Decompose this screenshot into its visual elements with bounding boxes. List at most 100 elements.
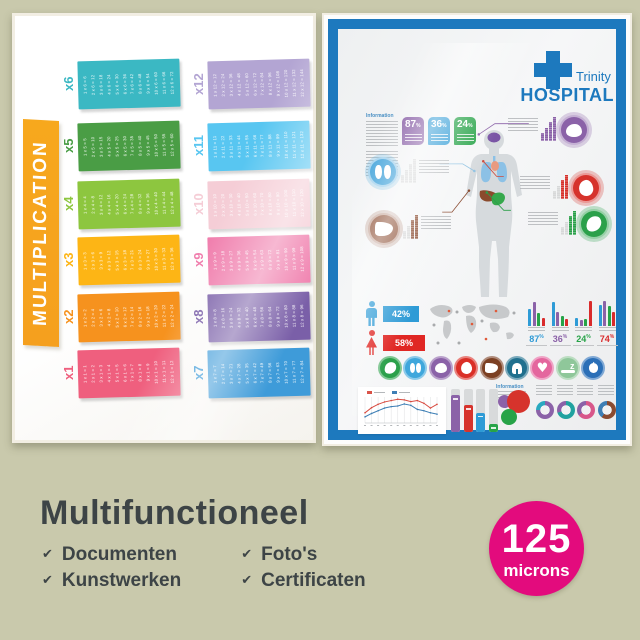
mult-entry: 5 x 7 = 35 (244, 363, 250, 384)
mult-entry: 3 x 3 = 9 (98, 251, 104, 270)
mult-entry: 8 x 5 = 40 (138, 135, 144, 156)
mult-entry: 2 x 10 = 20 (220, 193, 226, 217)
mult-entry: 2 x 6 = 12 (90, 74, 96, 96)
pixel-bar-chart (553, 175, 568, 199)
mult-entry: 9 x 5 = 45 (146, 135, 152, 156)
mult-entry: 6 x 1 = 6 (122, 364, 128, 383)
feature-list: ✔ Documenten ✔ Kunstwerken ✔ Foto's ✔ Certifica… (42, 543, 366, 592)
mult-entry: 3 x 2 = 6 (98, 308, 104, 327)
thickness-value: 125 (501, 516, 572, 561)
mult-entry: 10 x 1 = 10 (154, 360, 160, 384)
organ-circle-heart (571, 173, 601, 203)
thickness-unit: microns (503, 560, 570, 580)
mult-entry: 3 x 6 = 18 (98, 74, 104, 96)
mult-entry: 6 x 2 = 12 (122, 306, 128, 328)
placeholder-text-lines (419, 160, 449, 173)
mult-entry: 3 x 5 = 15 (98, 136, 104, 158)
placeholder-text-lines (421, 216, 451, 229)
heart-organ-icon (577, 178, 595, 198)
mult-entry: 2 x 3 = 6 (91, 252, 96, 270)
hospital-poster-content: Trinity HOSPITAL Information 87% 36% 24% (352, 43, 618, 434)
mult-entry: 10 x 7 = 70 (284, 360, 290, 384)
mult-entry: 7 x 9 = 63 (260, 249, 266, 271)
mult-entry: 8 x 2 = 16 (138, 306, 144, 327)
organ-circle-brain (559, 115, 589, 145)
mult-entry: 11 x 7 = 77 (292, 360, 298, 384)
mult-entry: 12 x 10 = 120 (300, 188, 306, 217)
mult-entry: 11 x 12 = 132 (292, 69, 298, 97)
mult-entry: 7 x 3 = 21 (130, 249, 136, 271)
mult-entry: 4 x 3 = 12 (106, 250, 112, 271)
mult-entry: 6 x 9 = 54 (252, 249, 258, 271)
hospital-poster: Trinity HOSPITAL Information 87% 36% 24% (322, 13, 632, 446)
mult-entry: 5 x 2 = 10 (114, 307, 120, 328)
mult-entry: 12 x 7 = 84 (300, 360, 305, 384)
mult-entry: 10 x 5 = 50 (154, 133, 160, 157)
mult-entry: 12 x 1 = 12 (170, 360, 175, 384)
mult-table-label: x8 (191, 309, 206, 325)
mult-entry: 2 x 4 = 8 (91, 196, 96, 214)
organ-callout (368, 213, 451, 245)
mult-entry: 9 x 7 = 63 (276, 362, 282, 383)
organ-callout (520, 173, 601, 203)
organ-callout (508, 115, 589, 145)
mult-entry: 6 x 11 = 66 (252, 134, 258, 158)
mult-entry: 7 x 1 = 7 (130, 363, 136, 382)
mult-entry: 12 x 4 = 48 (170, 191, 175, 215)
pixel-bar-chart (401, 159, 416, 183)
legend-item-blue (392, 391, 410, 394)
lungs-icon (375, 165, 391, 179)
mult-entry: 1 x 5 = 5 (83, 138, 88, 157)
mult-entry: 6 x 12 = 72 (252, 72, 258, 96)
pixel-bar-chart (403, 215, 418, 239)
mult-entry: 9 x 10 = 90 (276, 191, 282, 215)
mult-entry: 11 x 4 = 44 (162, 191, 168, 215)
bar-fill (488, 424, 498, 432)
line-chart (364, 397, 438, 426)
mult-entry: 5 x 12 = 60 (244, 72, 250, 96)
mult-entry: 6 x 7 = 42 (252, 362, 258, 384)
mult-entry: 4 x 11 = 44 (236, 135, 242, 158)
mult-entry: 8 x 1 = 8 (138, 363, 144, 382)
mult-entry: 2 x 11 = 22 (220, 135, 226, 159)
feature-item: ✔ Documenten (42, 543, 181, 566)
mult-entry: 4 x 8 = 32 (236, 307, 242, 328)
mult-entry: 2 x 9 = 18 (220, 250, 226, 272)
mult-entry: 10 x 6 = 60 (154, 71, 160, 95)
mult-entry: 10 x 4 = 40 (154, 191, 160, 215)
mult-table: x12 1 x 12 = 12 2 x 12 = 24 3 x 12 = 36 4 x … (191, 58, 311, 110)
donut-chart (556, 401, 575, 419)
mult-entry: 11 x 3 = 33 (162, 247, 168, 271)
mult-entry: 11 x 5 = 55 (162, 133, 168, 157)
multiplication-title: MULTIPLICATION (30, 139, 51, 327)
mult-entry: 6 x 3 = 18 (122, 249, 128, 271)
mult-entry: 5 x 4 = 20 (114, 194, 120, 215)
bar-track (488, 389, 498, 432)
pixel-bar-chart (541, 117, 556, 141)
mult-table-label: x12 (191, 73, 206, 95)
mult-entry: 12 x 11 = 132 (300, 130, 306, 159)
mult-entry: 4 x 1 = 4 (106, 364, 112, 383)
organ-callout (528, 209, 609, 239)
mult-entry: 9 x 6 = 54 (146, 73, 152, 94)
feature-item: ✔ Kunstwerken (42, 569, 181, 592)
organ-circle-stomach (579, 209, 609, 239)
mult-entry: 8 x 12 = 96 (268, 72, 274, 96)
region-percent: 74% (596, 334, 618, 346)
mult-table: x11 1 x 11 = 11 2 x 11 = 22 3 x 11 = 33 4 x … (191, 120, 311, 172)
feature-label: Certificaten (261, 569, 366, 591)
mult-table-label: x5 (61, 138, 76, 154)
mult-entry: 3 x 12 = 36 (228, 73, 234, 97)
mult-table-label: x6 (61, 76, 76, 92)
organ-circle-lungs (368, 157, 398, 187)
placeholder-text-lines (528, 212, 558, 225)
mult-entry: 3 x 10 = 30 (228, 193, 234, 217)
